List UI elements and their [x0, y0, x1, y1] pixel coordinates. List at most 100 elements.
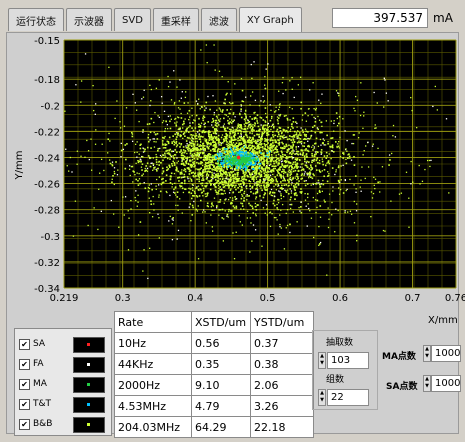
scatter-point-bb — [318, 169, 321, 172]
scatter-point-bb — [181, 157, 183, 160]
scatter-point-bb — [226, 213, 229, 216]
tab-run-status[interactable]: 运行状态 — [8, 8, 64, 31]
scatter-point-bb — [249, 144, 251, 147]
scatter-point-bb — [80, 80, 83, 82]
scatter-point-bb — [225, 143, 228, 145]
scatter-point-ma — [248, 156, 251, 159]
scatter-point-bb — [313, 124, 316, 127]
scatter-point-bb — [268, 176, 271, 178]
scatter-point-bb — [155, 141, 157, 143]
decimation-input[interactable]: 103 — [327, 352, 369, 369]
scatter-point-bb — [258, 157, 261, 160]
scatter-point-bb — [189, 160, 192, 162]
legend-item-fa[interactable]: ✔ FA — [19, 355, 44, 373]
scatter-point-bb — [223, 138, 225, 141]
scatter-point-bb — [327, 226, 330, 229]
legend-item-bb[interactable]: ✔ B&B — [19, 415, 52, 433]
scatter-point-bb — [371, 145, 374, 147]
scatter-point-bb — [189, 122, 191, 124]
scatter-point-bb — [297, 182, 299, 184]
ma-points-input[interactable]: 1000 — [431, 345, 461, 362]
scatter-point-bb — [87, 224, 89, 227]
scatter-point-bb — [270, 182, 272, 184]
scatter-point-bb — [234, 83, 236, 85]
sa-points-spinner[interactable]: ▲ ▼ — [423, 375, 431, 392]
scatter-point-bb — [204, 185, 206, 187]
tab-oscilloscope[interactable]: 示波器 — [66, 8, 112, 31]
scatter-point-bb — [229, 165, 231, 168]
scatter-point-bb — [300, 163, 303, 165]
scatter-point-bb — [220, 173, 223, 175]
scatter-point-bb — [362, 127, 364, 129]
scatter-point-bb — [167, 140, 170, 143]
scatter-point-bb — [84, 156, 86, 158]
scatter-point-bb — [266, 214, 268, 216]
scatter-point-bb — [200, 122, 203, 124]
scatter-point-bb — [360, 190, 362, 192]
scatter-point-bb — [193, 161, 196, 163]
scatter-point-bb — [245, 145, 248, 147]
scatter-point-bb — [180, 97, 182, 99]
scatter-point-bb — [264, 144, 266, 146]
scatter-point-bb — [159, 190, 162, 193]
checkbox-sa[interactable]: ✔ — [19, 338, 30, 350]
checkbox-bb[interactable]: ✔ — [19, 418, 30, 430]
cell-rate: 4.53MHz — [114, 395, 192, 417]
legend-swatch-fa[interactable] — [73, 357, 105, 373]
scatter-point-tt — [244, 166, 246, 168]
scatter-point-bb — [215, 191, 218, 193]
scatter-point-bb — [188, 170, 191, 173]
xy-scatter-chart: 0.219 0.3 0.4 0.5 0.6 0.7 0.76-0.15-0.18-0.2-0… — [14, 36, 465, 326]
checkbox-tt[interactable]: ✔ — [19, 398, 30, 410]
scatter-point-bb — [68, 170, 70, 172]
scatter-point-bb — [290, 136, 292, 138]
sa-points-input[interactable]: 1000 — [431, 375, 461, 392]
ma-points-spinner[interactable]: ▲ ▼ — [423, 345, 431, 362]
decimation-spinner[interactable]: ▲ ▼ — [318, 352, 326, 369]
scatter-point-bb — [290, 196, 292, 199]
legend-swatch-bb[interactable] — [73, 417, 105, 433]
scatter-point-bb — [234, 138, 237, 141]
scatter-point-bb — [213, 155, 216, 158]
checkbox-ma[interactable]: ✔ — [19, 378, 30, 390]
legend-item-ma[interactable]: ✔ MA — [19, 375, 47, 393]
group-count-spinner[interactable]: ▲ ▼ — [318, 389, 326, 406]
scatter-point-bb — [266, 124, 268, 127]
scatter-point-bb — [306, 156, 308, 158]
scatter-point-bb — [270, 169, 273, 172]
scatter-point-bb — [258, 151, 261, 153]
scatter-point-bb — [176, 151, 178, 154]
scatter-point-tt — [229, 147, 232, 150]
scatter-point-bb — [320, 144, 322, 146]
scatter-point-bb — [219, 186, 221, 188]
scatter-point-bb — [324, 144, 327, 146]
checkbox-fa[interactable]: ✔ — [19, 358, 30, 370]
tab-resample[interactable]: 重采样 — [152, 8, 199, 31]
scatter-point-bb — [191, 114, 193, 117]
legend-item-tt[interactable]: ✔ T&T — [19, 395, 51, 413]
legend-item-sa[interactable]: ✔ SA — [19, 335, 45, 353]
tab-filter[interactable]: 滤波 — [200, 8, 237, 31]
scatter-point-bb — [155, 153, 157, 156]
legend-swatch-tt[interactable] — [73, 397, 105, 413]
legend-swatch-sa[interactable] — [73, 337, 105, 353]
scatter-point-bb — [186, 167, 189, 169]
scatter-point-tt — [220, 162, 222, 164]
scatter-point-tt — [236, 163, 239, 166]
scatter-point-bb — [292, 185, 295, 187]
scatter-point-bb — [229, 174, 231, 176]
scatter-point-bb — [214, 130, 217, 133]
scatter-point-bb — [205, 222, 207, 224]
tab-xy-graph[interactable]: XY Graph — [238, 7, 302, 32]
scatter-point-bb — [216, 181, 218, 184]
scatter-point-bb — [254, 172, 256, 174]
legend-swatch-ma[interactable] — [73, 377, 105, 393]
group-count-input[interactable]: 22 — [327, 389, 369, 406]
scatter-point-bb — [166, 152, 169, 155]
scatter-point-bb — [241, 177, 243, 179]
scatter-point-bb — [210, 135, 213, 138]
scatter-point-bb — [220, 144, 222, 146]
tab-svd[interactable]: SVD — [114, 8, 151, 31]
scatter-point-bb — [275, 165, 277, 167]
scatter-point-bb — [251, 145, 254, 148]
